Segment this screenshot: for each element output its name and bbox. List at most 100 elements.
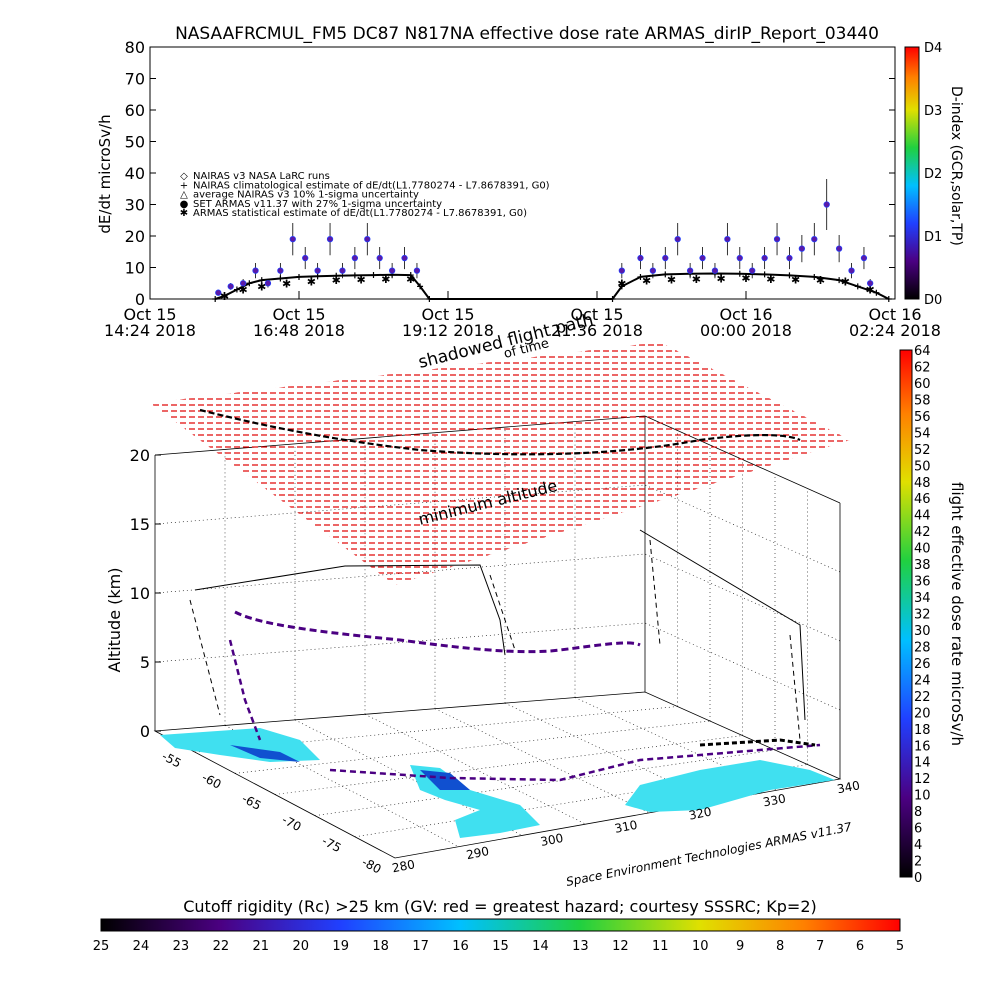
series-nairas-point	[212, 296, 219, 302]
altitude-tick-label: 5	[140, 653, 150, 672]
series-armas-point	[736, 254, 743, 262]
series-armas-point	[811, 235, 818, 243]
legend-symbol: △	[180, 190, 188, 201]
longitude-tick-label: 320	[688, 805, 713, 823]
series-nairas-point	[811, 273, 818, 280]
wall-grid-line	[154, 553, 841, 642]
dose-rate-tick-label: 0	[914, 871, 922, 886]
longitude-tick-label: 340	[836, 778, 861, 796]
dose-rate-tick-label: 58	[914, 393, 931, 408]
series-armas-point	[252, 267, 259, 274]
series-armas-stat-point: ✱	[282, 277, 291, 290]
dose-rate-tick-label: 64	[914, 344, 931, 359]
longitude-tick-label: 280	[391, 857, 416, 875]
credit-label: Space Environment Technologies ARMAS v11…	[565, 820, 853, 889]
longitude-tick-label: 310	[613, 818, 638, 836]
rigidity-tick-label: 7	[816, 939, 824, 954]
top-y-tick-label: 10	[125, 259, 145, 278]
rigidity-tick-label: 16	[452, 939, 469, 954]
rigidity-tick-label: 17	[412, 939, 429, 954]
series-nairas-point	[246, 280, 253, 287]
series-armas-point	[277, 267, 284, 274]
dose-rate-tick-label: 2	[914, 855, 922, 870]
dose-rate-tick-label: 54	[914, 426, 931, 441]
longitude-tick-label: 330	[762, 791, 787, 809]
series-nairas-point	[885, 296, 892, 302]
latitude-tick-label: -60	[200, 770, 224, 792]
series-armas-point	[761, 254, 768, 262]
series-armas-point	[314, 267, 321, 274]
legend-symbol: ●	[180, 199, 189, 210]
series-armas-stat-point: ✱	[332, 274, 341, 287]
series-armas-point	[339, 267, 346, 274]
rigidity-tick-label: 8	[776, 939, 784, 954]
series-armas-point	[860, 254, 868, 262]
series-armas-point	[289, 235, 296, 243]
rigidity-tick-label: 19	[332, 939, 349, 954]
dose-rate-tick-label: 6	[914, 822, 922, 837]
longitude-tick-label: 300	[539, 831, 564, 849]
series-armas-stat-point: ✱	[866, 284, 875, 297]
series-nairas-point	[233, 286, 240, 293]
series-nairas-point	[258, 277, 265, 284]
series-nairas-point	[426, 296, 433, 302]
top-x-tick-label-time: 14:24 2018	[104, 321, 196, 340]
latitude-tick-label: -55	[160, 749, 184, 771]
series-nairas-line	[214, 272, 890, 300]
dose-rate-tick-label: 12	[914, 772, 931, 787]
series-armas-point	[401, 254, 408, 262]
coast-line-blue	[230, 745, 300, 762]
series-nairas-point	[873, 289, 880, 296]
rigidity-tick-label: 13	[572, 939, 589, 954]
rigidity-tick-label: 22	[213, 939, 230, 954]
flight-altitude-profile	[194, 529, 806, 721]
rigidity-tick-label: 9	[736, 939, 744, 954]
series-nairas-point	[351, 272, 358, 279]
rigidity-tick-label: 24	[133, 939, 150, 954]
series-nairas-point	[333, 272, 340, 279]
series-nairas-point	[407, 272, 414, 279]
top-x-tick-label-date: Oct 16	[868, 305, 921, 324]
top-x-tick-label-time: 02:24 2018	[849, 321, 941, 340]
dose-rate-tick-label: 28	[914, 640, 931, 655]
series-nairas-point	[221, 292, 228, 299]
rigidity-tick-label: 5	[896, 939, 904, 954]
d-index-tick-label: D0	[924, 293, 942, 308]
legend-entry: NAIRAS v3 NASA LaRC runs	[193, 171, 330, 182]
top-x-tick-label-time: 16:48 2018	[253, 321, 345, 340]
series-armas-point	[699, 254, 706, 262]
series-armas-point	[618, 267, 625, 274]
series-armas-stat-point: ✱	[667, 273, 676, 286]
legend-entry: NAIRAS climatological estimate of dE/dt(…	[193, 180, 550, 191]
top-y-axis-label: dE/dt microSv/h	[96, 114, 114, 233]
legend-symbol: ◇	[180, 171, 188, 182]
series-nairas-point	[786, 272, 793, 279]
series-nairas-point	[618, 283, 625, 290]
dose-rate-colorbar-label: flight effective dose rate microSv/h	[948, 482, 966, 746]
series-armas-stat-point: ✱	[307, 276, 316, 289]
series-armas-stat-point: ✱	[239, 284, 248, 297]
rigidity-tick-label: 6	[856, 939, 864, 954]
legend-entry: SET ARMAS v11.37 with 27% 1-sigma uncert…	[193, 199, 442, 210]
legend-symbol: ✱	[180, 208, 188, 219]
series-nairas-point	[854, 283, 861, 290]
series-nairas-point	[836, 277, 843, 284]
series-armas-stat-point: ✱	[766, 273, 775, 286]
series-armas-stat-point: ✱	[617, 277, 626, 290]
d-index-colorbar	[904, 46, 920, 300]
rigidity-colorbar-label: Cutoff rigidity (Rc) >25 km (GV: red = g…	[183, 897, 817, 916]
top-x-tick-label-date: Oct 15	[570, 305, 623, 324]
rigidity-tick-label: 21	[253, 939, 270, 954]
latitude-tick-label: -80	[360, 855, 384, 877]
series-armas-point	[662, 254, 669, 262]
series-nairas-point	[662, 271, 669, 278]
rigidity-tick-label: 18	[372, 939, 389, 954]
series-armas-stat-point: ✱	[642, 275, 651, 288]
coast-line-blue-2	[420, 770, 470, 790]
dose-rate-tick-label: 60	[914, 377, 931, 392]
series-armas-stat-point: ✱	[381, 273, 390, 286]
series-armas-point	[867, 280, 874, 287]
dose-rate-tick-label: 22	[914, 690, 931, 705]
